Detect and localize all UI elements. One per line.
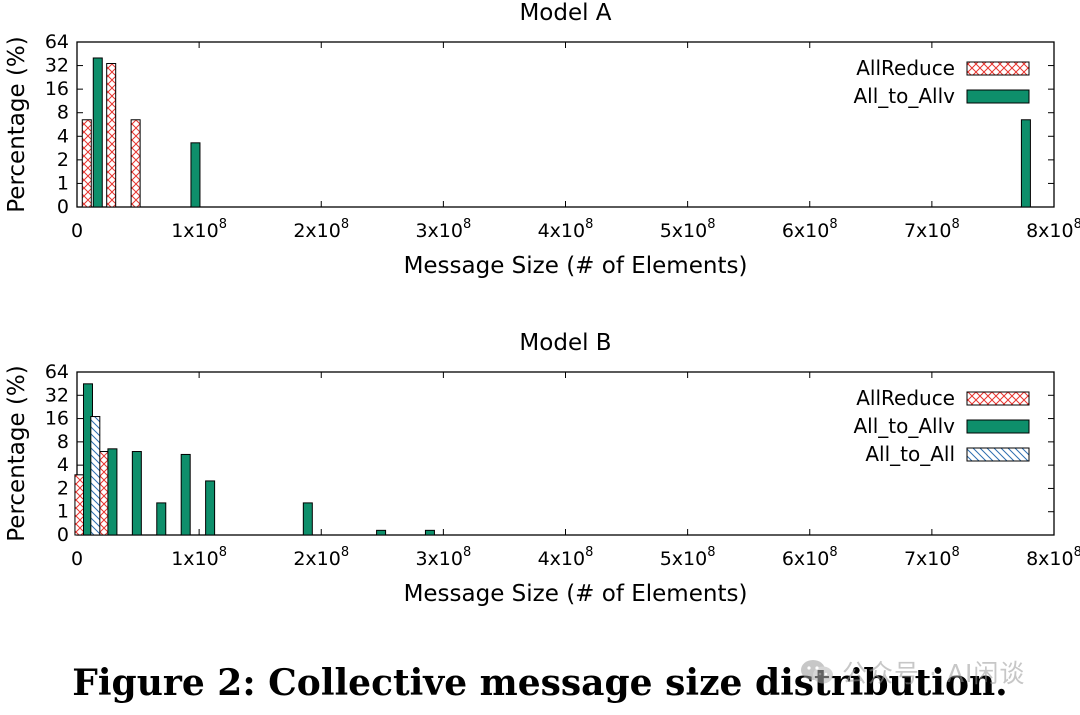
x-tick-label: 5x108 xyxy=(660,545,716,570)
y-tick-label: 1 xyxy=(57,501,69,523)
x-tick-label: 3x108 xyxy=(415,217,471,242)
legend-swatch xyxy=(966,419,1030,434)
y-tick-label: 8 xyxy=(57,431,69,453)
legend-label: AllReduce xyxy=(856,386,955,410)
bar-all-to-allv xyxy=(424,529,435,536)
y-tick-label: 4 xyxy=(57,125,69,147)
y-tick-label: 64 xyxy=(45,31,69,53)
y-tick-label: 64 xyxy=(45,361,69,383)
chart-title: Model A xyxy=(519,0,611,26)
legend-swatch xyxy=(966,61,1030,76)
bar-all-to-allv xyxy=(1020,119,1031,208)
y-tick-label: 16 xyxy=(45,78,69,100)
watermark: 公众号 · AI闲谈 xyxy=(800,650,1070,694)
x-tick-label: 2x108 xyxy=(293,217,349,242)
x-tick-label: 2x108 xyxy=(293,545,349,570)
y-tick-label: 16 xyxy=(45,408,69,430)
wechat-icon xyxy=(801,660,833,684)
bar-all-to-all xyxy=(90,416,101,536)
y-tick-label: 4 xyxy=(57,454,69,476)
x-tick-label: 5x108 xyxy=(660,217,716,242)
y-tick-label: 8 xyxy=(57,102,69,124)
x-tick-label: 1x108 xyxy=(171,217,227,242)
x-tick-label: 8x108 xyxy=(1026,545,1080,570)
y-tick-label: 0 xyxy=(57,196,69,218)
legend-label: AllReduce xyxy=(856,56,955,80)
y-tick-label: 2 xyxy=(57,477,69,499)
bar-allreduce xyxy=(106,63,117,208)
bar-allreduce xyxy=(81,119,92,208)
x-tick-label: 7x108 xyxy=(904,545,960,570)
watermark-text: 公众号 · AI闲谈 xyxy=(842,659,1026,688)
y-tick-label: 1 xyxy=(57,172,69,194)
legend-label: All_to_Allv xyxy=(853,414,955,438)
x-tick-label: 1x108 xyxy=(171,545,227,570)
y-axis-label: Percentage (%) xyxy=(4,36,30,213)
x-tick-label: 7x108 xyxy=(904,217,960,242)
legend-swatch xyxy=(966,447,1030,462)
x-tick-label: 0 xyxy=(71,548,83,570)
y-tick-label: 0 xyxy=(57,524,69,546)
y-tick-label: 32 xyxy=(45,384,69,406)
x-axis-label: Message Size (# of Elements) xyxy=(404,581,748,607)
y-tick-label: 2 xyxy=(57,149,69,171)
bar-all-to-allv xyxy=(376,529,387,536)
x-tick-label: 4x108 xyxy=(538,545,594,570)
legend-swatch xyxy=(966,391,1030,406)
x-tick-label: 3x108 xyxy=(415,545,471,570)
legend-swatch xyxy=(966,89,1030,104)
legend-label: All_to_Allv xyxy=(853,84,955,108)
x-tick-label: 6x108 xyxy=(782,545,838,570)
y-axis-label: Percentage (%) xyxy=(4,365,30,542)
x-tick-label: 4x108 xyxy=(538,217,594,242)
bar-all-to-allv xyxy=(92,57,103,208)
bar-allreduce xyxy=(98,451,109,536)
x-tick-label: 8x108 xyxy=(1026,217,1080,242)
chart-title: Model B xyxy=(519,330,611,356)
bar-allreduce xyxy=(130,119,141,208)
bar-allreduce xyxy=(74,474,85,536)
legend-label: All_to_All xyxy=(865,442,955,466)
bar-all-to-allv xyxy=(205,480,216,536)
bar-all-to-allv xyxy=(302,502,313,536)
x-tick-label: 6x108 xyxy=(782,217,838,242)
bar-all-to-allv xyxy=(190,142,201,208)
y-tick-label: 32 xyxy=(45,55,69,77)
x-tick-label: 0 xyxy=(71,220,83,242)
bar-all-to-allv xyxy=(156,502,167,536)
x-axis-label: Message Size (# of Elements) xyxy=(404,253,748,279)
bar-all-to-allv xyxy=(107,448,118,536)
figure-caption: Figure 2: Collective message size distri… xyxy=(72,662,1008,704)
bar-all-to-allv xyxy=(131,451,142,536)
bar-all-to-allv xyxy=(180,453,191,536)
